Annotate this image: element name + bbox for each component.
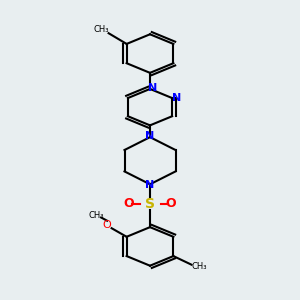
Text: N: N xyxy=(146,131,154,141)
Text: N: N xyxy=(172,93,181,103)
Text: O: O xyxy=(166,197,176,210)
Text: N: N xyxy=(146,180,154,190)
Text: S: S xyxy=(145,196,155,211)
Text: CH₃: CH₃ xyxy=(89,211,104,220)
Text: O: O xyxy=(124,197,134,210)
Text: CH₃: CH₃ xyxy=(93,26,109,34)
Text: O: O xyxy=(103,220,112,230)
Text: N: N xyxy=(148,83,157,93)
Text: CH₃: CH₃ xyxy=(191,262,207,271)
